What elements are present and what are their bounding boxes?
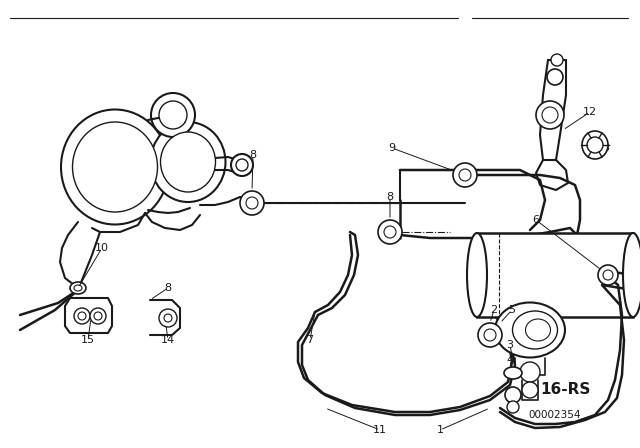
Bar <box>477 233 633 317</box>
Text: 3: 3 <box>506 340 513 350</box>
Ellipse shape <box>70 282 86 294</box>
Circle shape <box>542 107 558 123</box>
Circle shape <box>520 362 540 382</box>
Circle shape <box>484 329 496 341</box>
Text: 15: 15 <box>81 335 95 345</box>
Ellipse shape <box>495 302 565 358</box>
Text: 10: 10 <box>95 243 109 253</box>
Circle shape <box>522 382 538 398</box>
Ellipse shape <box>161 132 216 192</box>
Text: 5: 5 <box>509 305 515 315</box>
Ellipse shape <box>150 122 225 202</box>
Circle shape <box>536 101 564 129</box>
Circle shape <box>459 169 471 181</box>
Circle shape <box>507 401 519 413</box>
Ellipse shape <box>582 131 608 159</box>
Text: 2: 2 <box>490 305 497 315</box>
Circle shape <box>90 308 106 324</box>
Circle shape <box>378 220 402 244</box>
Text: 12: 12 <box>583 107 597 117</box>
Circle shape <box>246 197 258 209</box>
Text: 13: 13 <box>597 143 611 153</box>
Text: 14: 14 <box>161 335 175 345</box>
Circle shape <box>74 308 90 324</box>
Circle shape <box>384 226 396 238</box>
Text: 4: 4 <box>506 355 513 365</box>
Text: 7: 7 <box>307 335 314 345</box>
Ellipse shape <box>61 109 169 224</box>
Circle shape <box>453 163 477 187</box>
Text: 16-RS: 16-RS <box>540 383 590 397</box>
Circle shape <box>151 93 195 137</box>
Circle shape <box>94 312 102 320</box>
Ellipse shape <box>623 233 640 317</box>
Text: 00002354: 00002354 <box>529 410 581 420</box>
Circle shape <box>78 312 86 320</box>
Circle shape <box>164 314 172 322</box>
Circle shape <box>240 191 264 215</box>
Text: 11: 11 <box>373 425 387 435</box>
Text: 1: 1 <box>436 425 444 435</box>
Ellipse shape <box>467 233 487 317</box>
Ellipse shape <box>525 319 550 341</box>
Circle shape <box>547 69 563 85</box>
Circle shape <box>505 387 521 403</box>
Ellipse shape <box>513 311 557 349</box>
Circle shape <box>551 54 563 66</box>
Ellipse shape <box>74 285 82 291</box>
Ellipse shape <box>236 159 248 171</box>
Circle shape <box>159 309 177 327</box>
Circle shape <box>478 323 502 347</box>
Circle shape <box>603 270 613 280</box>
Text: 6: 6 <box>532 215 540 225</box>
Ellipse shape <box>504 367 522 379</box>
Circle shape <box>159 101 187 129</box>
Text: 8: 8 <box>164 283 172 293</box>
Text: 8: 8 <box>250 150 257 160</box>
Text: 9: 9 <box>388 143 396 153</box>
Ellipse shape <box>72 122 157 212</box>
Circle shape <box>598 265 618 285</box>
Ellipse shape <box>231 154 253 176</box>
Circle shape <box>587 137 603 153</box>
Text: 8: 8 <box>387 192 394 202</box>
